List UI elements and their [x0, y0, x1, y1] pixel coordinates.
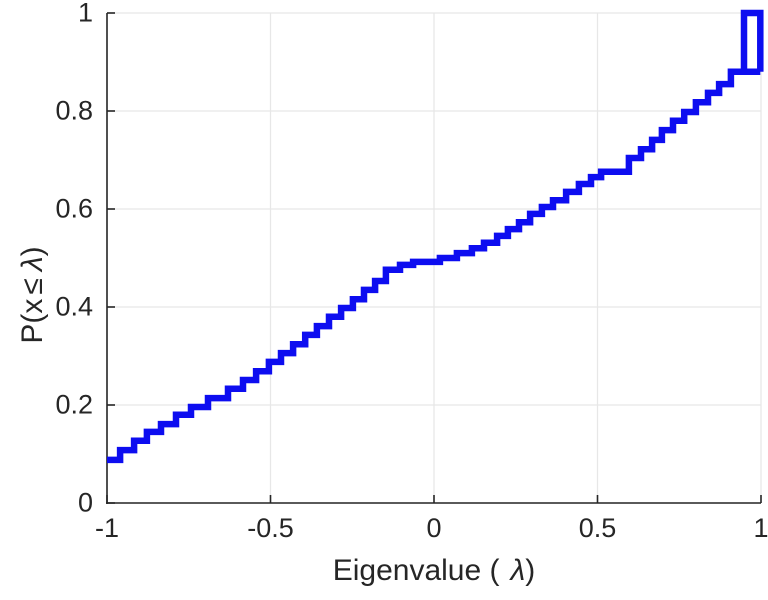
lambda-symbol: λ [510, 554, 526, 587]
y-axis-label-text: P(x [16, 298, 49, 344]
y-tick-label: 0.6 [55, 193, 93, 224]
x-axis-label-suffix: ) [525, 554, 536, 587]
y-axis-label: P(x ≤ λ) [16, 246, 49, 344]
x-axis-label: Eigenvalue ( λ) [333, 556, 536, 586]
x-tick-label: 0 [426, 513, 442, 543]
y-tick-label: 0.8 [55, 95, 93, 126]
y-tick-label: 1 [77, 0, 93, 28]
y-tick-label: 0.2 [55, 389, 93, 420]
ecdf-step-curve [107, 9, 764, 464]
y-axis-label-suffix: ) [16, 246, 49, 257]
y-tick-label: 0.4 [55, 291, 93, 322]
lambda-symbol: λ [16, 256, 49, 272]
x-axis-label-text: Eigenvalue ( [332, 554, 500, 587]
x-tick-label: -0.5 [247, 513, 294, 543]
x-tick-label: 1 [753, 513, 768, 543]
x-tick-label: 0.5 [578, 513, 617, 543]
y-tick-label: 0 [77, 487, 93, 518]
x-tick-label: -1 [94, 513, 120, 543]
less-equal-symbol: ≤ [16, 278, 49, 295]
